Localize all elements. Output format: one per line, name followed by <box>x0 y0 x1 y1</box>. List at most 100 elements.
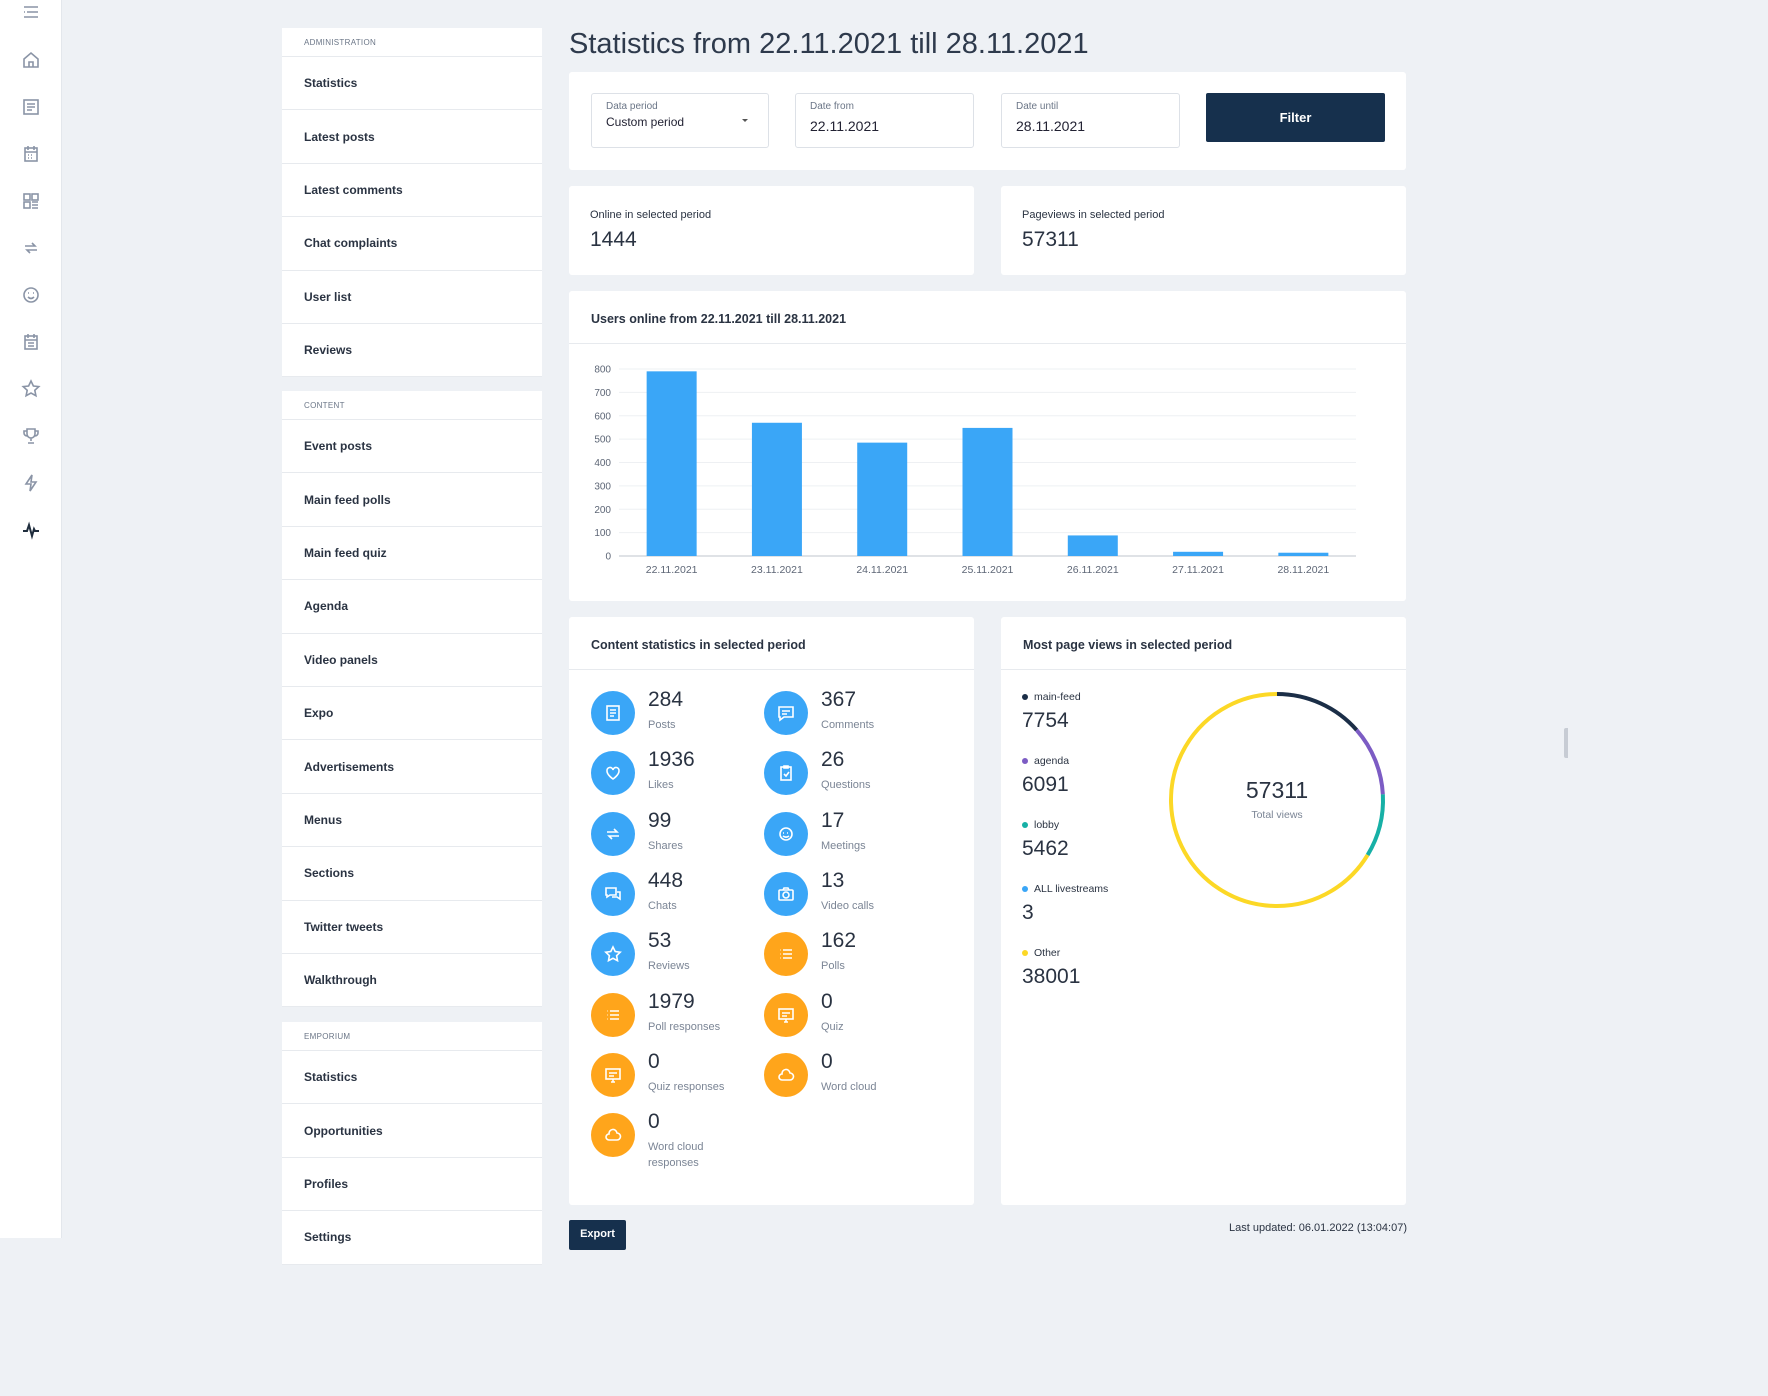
stat-label: Quiz responses <box>648 1080 725 1093</box>
chat-icon[interactable] <box>19 283 43 307</box>
flash-icon[interactable] <box>19 471 43 495</box>
bar-22.11.2021[interactable] <box>646 371 697 556</box>
sidebar-item-menus[interactable]: Menus <box>282 794 542 848</box>
share-icon[interactable] <box>19 236 43 260</box>
data-period-value: Custom period <box>606 115 685 129</box>
sidebar-section-administration: ADMINISTRATION Statistics Latest posts Late… <box>282 28 542 378</box>
stat-reviews: 53 Reviews <box>591 929 751 992</box>
bar-23.11.2021[interactable] <box>751 422 802 556</box>
star-icon[interactable] <box>19 377 43 401</box>
sidebar-item-latest-posts[interactable]: Latest posts <box>282 110 542 164</box>
sidebar-item-sections[interactable]: Sections <box>282 847 542 901</box>
list-icon <box>591 992 635 1037</box>
donut-slice-other[interactable] <box>1169 692 1370 908</box>
bar-28.11.2021[interactable] <box>1278 552 1329 556</box>
sidebar-heading: CONTENT <box>282 391 542 420</box>
bar-27.11.2021[interactable] <box>1173 551 1224 556</box>
stat-quiz: 0 Quiz <box>764 990 924 1053</box>
page-views-donut-chart <box>1169 692 1385 908</box>
sidebar-item-video-panels[interactable]: Video panels <box>282 634 542 687</box>
sidebar-item-settings[interactable]: Settings <box>282 1211 542 1265</box>
sidebar-item-profiles[interactable]: Profiles <box>282 1158 542 1212</box>
stat-quiz-responses: 0 Quiz responses <box>591 1050 751 1113</box>
data-period-select[interactable]: Data period Custom period <box>591 93 769 148</box>
sidebar-item-chat-complaints[interactable]: Chat complaints <box>282 217 542 271</box>
schedule-icon[interactable] <box>19 330 43 354</box>
legend-dot <box>1022 950 1028 956</box>
cloud-icon <box>591 1113 635 1158</box>
stat-likes: 1936 Likes <box>591 748 751 811</box>
online-kpi-card: Online in selected period 1444 <box>569 186 974 275</box>
stat-value: 162 <box>821 929 857 953</box>
stat-value: 13 <box>821 868 845 892</box>
divider <box>1001 669 1406 670</box>
sidebar-item-statistics[interactable]: Statistics <box>282 1051 542 1105</box>
stat-value: 99 <box>648 808 672 832</box>
sidebar-item-main-feed-quiz[interactable]: Main feed quiz <box>282 527 542 581</box>
date-until-field[interactable]: Date until 28.11.2021 <box>1001 93 1180 148</box>
sidebar-item-twitter-tweets[interactable]: Twitter tweets <box>282 901 542 954</box>
x-tick-label: 22.11.2021 <box>646 564 698 576</box>
legend-dot <box>1022 822 1028 828</box>
menu-icon[interactable] <box>19 1 43 25</box>
feed-icon[interactable] <box>19 95 43 119</box>
stat-value: 448 <box>648 868 684 892</box>
date-from-label: Date from <box>810 101 854 112</box>
date-from-field[interactable]: Date from 22.11.2021 <box>795 93 974 148</box>
legend-name: agenda <box>1034 755 1070 767</box>
filter-card: Data period Custom period Date from 22.1… <box>569 72 1406 170</box>
sidebar-item-latest-comments[interactable]: Latest comments <box>282 164 542 218</box>
chats-icon <box>591 871 635 916</box>
y-tick-label: 500 <box>594 435 611 446</box>
question-clipboard-icon <box>764 751 808 796</box>
sidebar-item-opportunities[interactable]: Opportunities <box>282 1104 542 1158</box>
x-tick-label: 28.11.2021 <box>1277 564 1329 576</box>
trophy-icon[interactable] <box>19 424 43 448</box>
filter-button[interactable]: Filter <box>1206 93 1385 142</box>
sidebar-item-user-list[interactable]: User list <box>282 271 542 324</box>
cloud-icon <box>764 1052 808 1097</box>
pageviews-kpi-label: Pageviews in selected period <box>1022 209 1165 221</box>
stat-questions: 26 Questions <box>764 748 924 811</box>
x-tick-label: 25.11.2021 <box>962 564 1014 576</box>
grid-icon[interactable] <box>19 189 43 213</box>
stat-poll-responses: 1979 Poll responses <box>591 990 751 1053</box>
bar-26.11.2021[interactable] <box>1067 535 1118 556</box>
donut-slice-lobby[interactable] <box>1365 794 1385 857</box>
users-online-bar-chart: 0 100 200 300 400 500 600 700 800 22.11.2021 23.11… <box>594 365 1356 576</box>
calendar-icon[interactable] <box>19 142 43 166</box>
legend-name: ALL livestreams <box>1034 883 1109 895</box>
date-until-value: 28.11.2021 <box>1016 118 1086 134</box>
page-views-title: Most page views in selected period <box>1023 638 1233 652</box>
online-kpi-value: 1444 <box>590 228 637 251</box>
sidebar-item-advertisements[interactable]: Advertisements <box>282 740 542 794</box>
total-views-label: Total views <box>1251 809 1303 821</box>
stat-label: Reviews <box>648 960 690 973</box>
sidebar-item-statistics[interactable]: Statistics <box>282 57 542 111</box>
donut-slice-main-feed[interactable] <box>1276 692 1359 732</box>
y-tick-label: 300 <box>594 481 611 492</box>
legend-dot <box>1022 694 1028 700</box>
content-stats-title: Content statistics in selected period <box>591 638 806 652</box>
stat-value: 0 <box>821 1049 833 1073</box>
stat-label: Likes <box>648 779 674 792</box>
bar-24.11.2021[interactable] <box>857 442 908 556</box>
stat-label: Video calls <box>821 899 874 912</box>
sidebar-item-main-feed-polls[interactable]: Main feed polls <box>282 473 542 527</box>
sidebar-item-reviews[interactable]: Reviews <box>282 324 542 378</box>
sidebar-item-agenda[interactable]: Agenda <box>282 580 542 634</box>
activity-icon[interactable] <box>19 518 43 542</box>
stat-value: 26 <box>821 748 845 772</box>
sidebar-item-walkthrough[interactable]: Walkthrough <box>282 954 542 1008</box>
sidebar-item-expo[interactable]: Expo <box>282 687 542 741</box>
scrollbar-handle[interactable] <box>1564 728 1568 758</box>
donut-slice-agenda[interactable] <box>1355 728 1385 795</box>
legend-item: Other 38001 <box>1022 947 1080 989</box>
export-button[interactable]: Export <box>569 1220 626 1250</box>
stat-value: 367 <box>821 688 857 711</box>
y-tick-label: 600 <box>594 411 611 422</box>
stat-chats: 448 Chats <box>591 868 751 932</box>
sidebar-item-event-posts[interactable]: Event posts <box>282 420 542 474</box>
bar-25.11.2021[interactable] <box>962 427 1013 556</box>
home-icon[interactable] <box>19 48 43 72</box>
